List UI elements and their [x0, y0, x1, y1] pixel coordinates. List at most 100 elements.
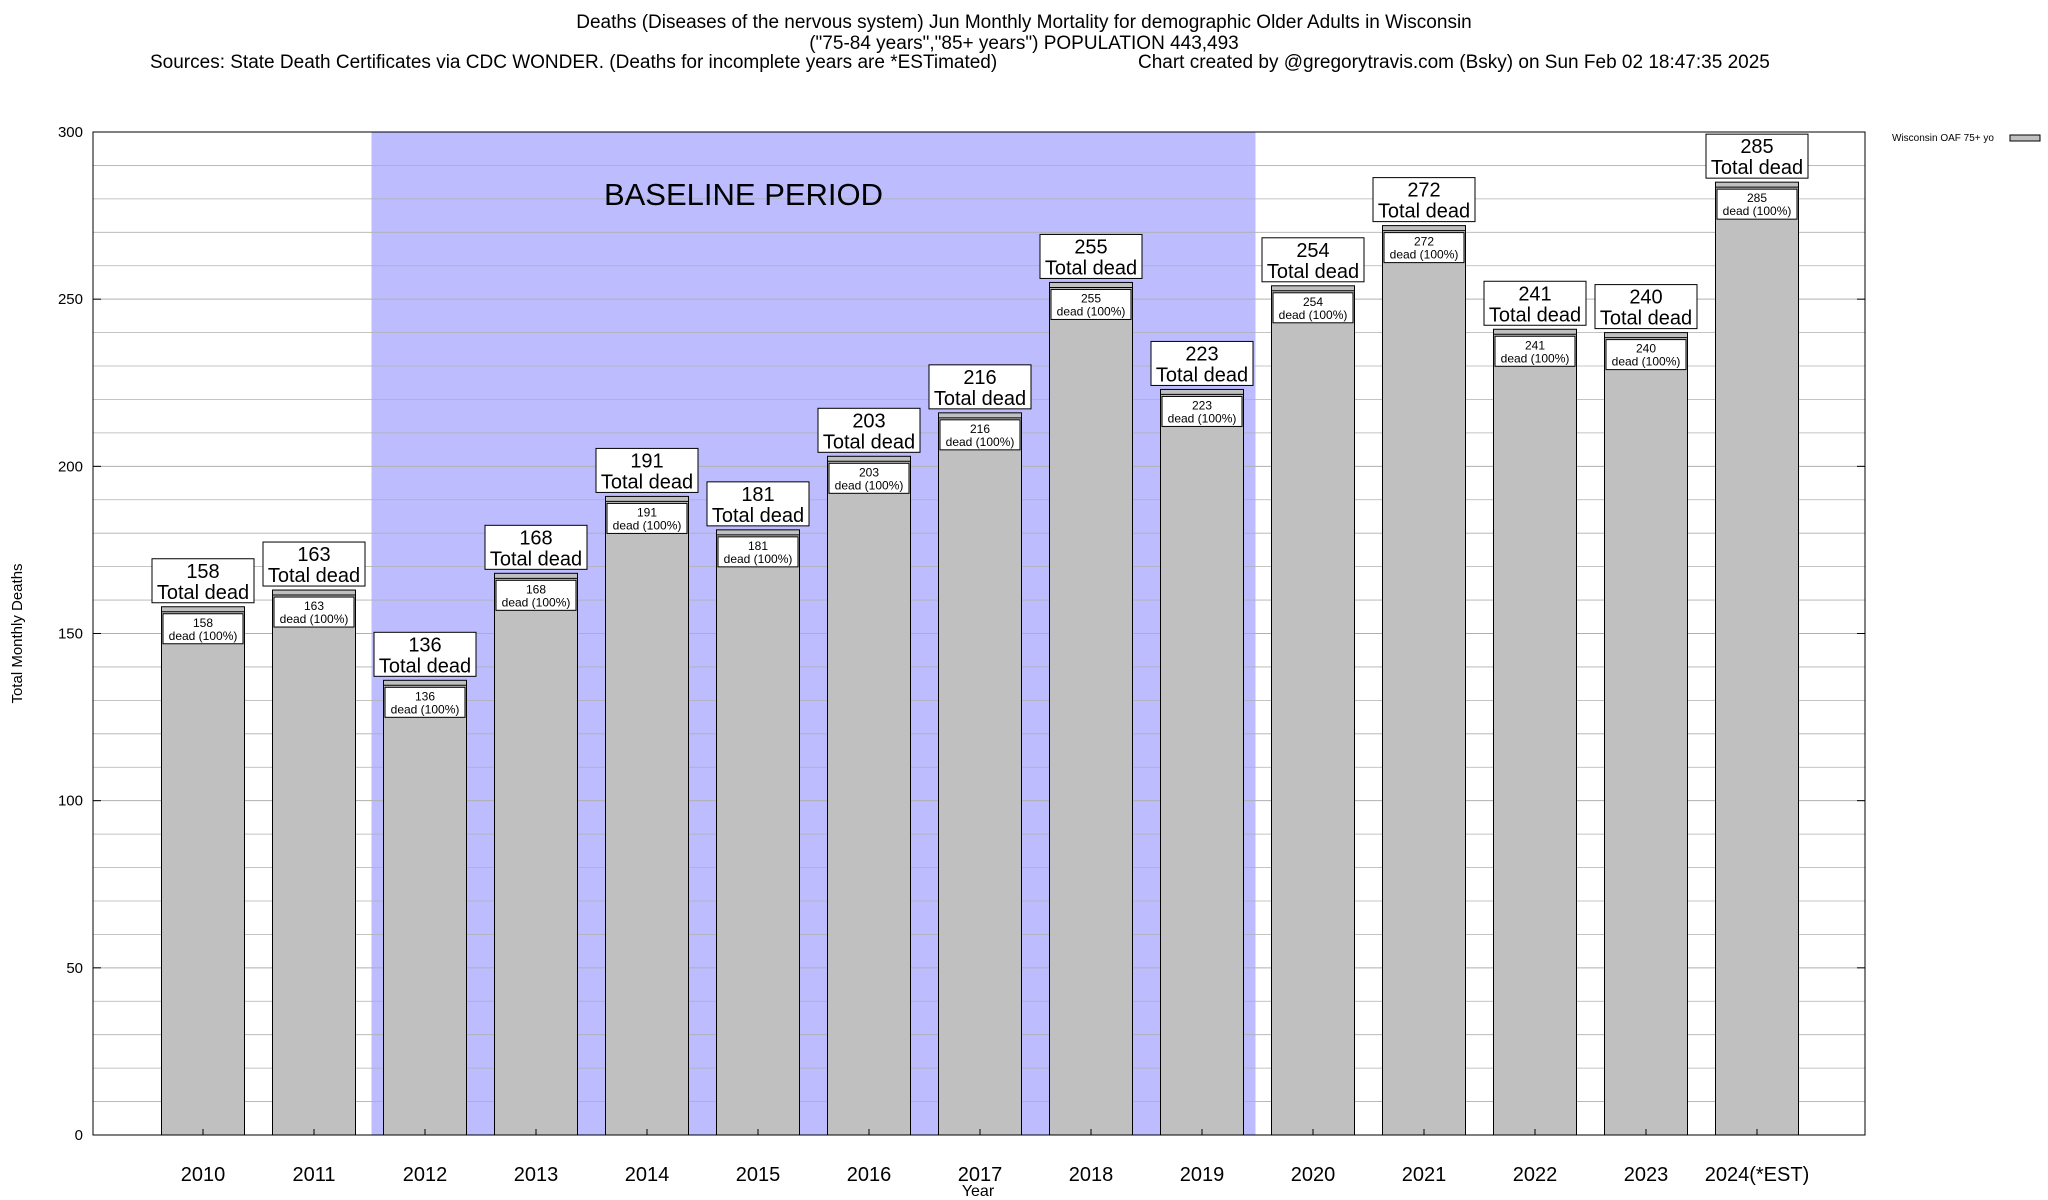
x-tick-label: 2016 [847, 1164, 892, 1186]
total-value-label: 255 [1074, 236, 1107, 258]
total-dead-label: Total dead [1267, 261, 1359, 283]
bar [162, 607, 245, 1135]
bar [828, 456, 911, 1135]
inner-value-label: 216 [970, 422, 990, 436]
x-tick-label: 2010 [181, 1164, 226, 1186]
inner-percent-label: dead (100%) [169, 629, 238, 643]
inner-value-label: 254 [1303, 295, 1323, 309]
x-tick-label: 2024(*EST) [1705, 1164, 1810, 1186]
inner-value-label: 163 [304, 599, 324, 613]
bar [1272, 286, 1355, 1135]
inner-percent-label: dead (100%) [1390, 248, 1459, 262]
total-dead-label: Total dead [1489, 304, 1581, 326]
y-tick-label: 100 [58, 793, 83, 810]
total-dead-label: Total dead [490, 548, 582, 570]
bar [939, 413, 1022, 1135]
x-tick-label: 2020 [1291, 1164, 1336, 1186]
total-dead-label: Total dead [1156, 364, 1248, 386]
inner-value-label: 191 [637, 505, 657, 519]
inner-percent-label: dead (100%) [724, 552, 793, 566]
legend-label: Wisconsin OAF 75+ yo [1892, 133, 1994, 144]
baseline-label: BASELINE PERIOD [604, 177, 883, 212]
total-dead-label: Total dead [601, 471, 693, 493]
inner-value-label: 181 [748, 539, 768, 553]
bar [1050, 282, 1133, 1135]
total-value-label: 158 [186, 561, 219, 583]
inner-percent-label: dead (100%) [835, 478, 904, 492]
inner-value-label: 272 [1414, 235, 1434, 249]
total-value-label: 203 [852, 410, 885, 432]
inner-value-label: 168 [526, 582, 546, 596]
total-value-label: 272 [1407, 180, 1440, 202]
total-dead-label: Total dead [268, 565, 360, 587]
total-dead-label: Total dead [379, 655, 471, 677]
x-tick-label: 2023 [1624, 1164, 1669, 1186]
total-value-label: 254 [1296, 240, 1329, 262]
inner-percent-label: dead (100%) [391, 702, 460, 716]
y-axis-label: Total Monthly Deaths [9, 563, 26, 703]
inner-value-label: 158 [193, 616, 213, 630]
legend-swatch [2010, 135, 2040, 141]
total-dead-label: Total dead [157, 582, 249, 604]
inner-value-label: 241 [1525, 338, 1545, 352]
total-dead-label: Total dead [934, 388, 1026, 410]
bar [1494, 329, 1577, 1135]
bar [1605, 333, 1688, 1135]
y-tick-label: 0 [75, 1127, 83, 1144]
total-value-label: 285 [1740, 136, 1773, 158]
total-dead-label: Total dead [1045, 257, 1137, 279]
inner-percent-label: dead (100%) [1501, 351, 1570, 365]
inner-value-label: 203 [859, 465, 879, 479]
inner-percent-label: dead (100%) [1279, 308, 1348, 322]
inner-value-label: 240 [1636, 342, 1656, 356]
total-value-label: 191 [630, 450, 663, 472]
inner-value-label: 255 [1081, 291, 1101, 305]
total-value-label: 136 [408, 634, 441, 656]
y-tick-label: 50 [66, 960, 83, 977]
inner-percent-label: dead (100%) [280, 612, 349, 626]
y-tick-label: 300 [58, 124, 83, 141]
total-value-label: 163 [297, 544, 330, 566]
y-tick-label: 200 [58, 458, 83, 475]
inner-percent-label: dead (100%) [946, 435, 1015, 449]
x-tick-label: 2019 [1180, 1164, 1225, 1186]
inner-percent-label: dead (100%) [1168, 411, 1237, 425]
total-value-label: 223 [1185, 343, 1218, 365]
inner-value-label: 223 [1192, 398, 1212, 412]
bar [1716, 182, 1799, 1135]
inner-percent-label: dead (100%) [1723, 204, 1792, 218]
bar [606, 496, 689, 1135]
x-tick-label: 2012 [403, 1164, 448, 1186]
inner-value-label: 136 [415, 689, 435, 703]
total-dead-label: Total dead [712, 505, 804, 527]
total-value-label: 216 [963, 367, 996, 389]
x-tick-label: 2013 [514, 1164, 559, 1186]
x-tick-label: 2015 [736, 1164, 781, 1186]
inner-percent-label: dead (100%) [1057, 304, 1126, 318]
bar [495, 573, 578, 1135]
y-tick-label: 150 [58, 626, 83, 643]
bar [717, 530, 800, 1135]
inner-percent-label: dead (100%) [1612, 355, 1681, 369]
y-tick-label: 250 [58, 291, 83, 308]
total-dead-label: Total dead [1711, 157, 1803, 179]
total-value-label: 168 [519, 527, 552, 549]
total-value-label: 181 [741, 484, 774, 506]
total-dead-label: Total dead [823, 431, 915, 453]
inner-percent-label: dead (100%) [502, 595, 571, 609]
total-value-label: 240 [1629, 287, 1662, 309]
x-tick-label: 2017 [958, 1164, 1003, 1186]
bar [1161, 389, 1244, 1135]
bar [1383, 226, 1466, 1135]
x-tick-label: 2021 [1402, 1164, 1447, 1186]
total-dead-label: Total dead [1600, 308, 1692, 330]
x-tick-label: 2022 [1513, 1164, 1558, 1186]
bar [273, 590, 356, 1135]
total-value-label: 241 [1518, 283, 1551, 305]
x-tick-label: 2014 [625, 1164, 670, 1186]
inner-percent-label: dead (100%) [613, 518, 682, 532]
x-tick-label: 2018 [1069, 1164, 1114, 1186]
x-tick-label: 2011 [292, 1164, 335, 1186]
inner-value-label: 285 [1747, 191, 1767, 205]
